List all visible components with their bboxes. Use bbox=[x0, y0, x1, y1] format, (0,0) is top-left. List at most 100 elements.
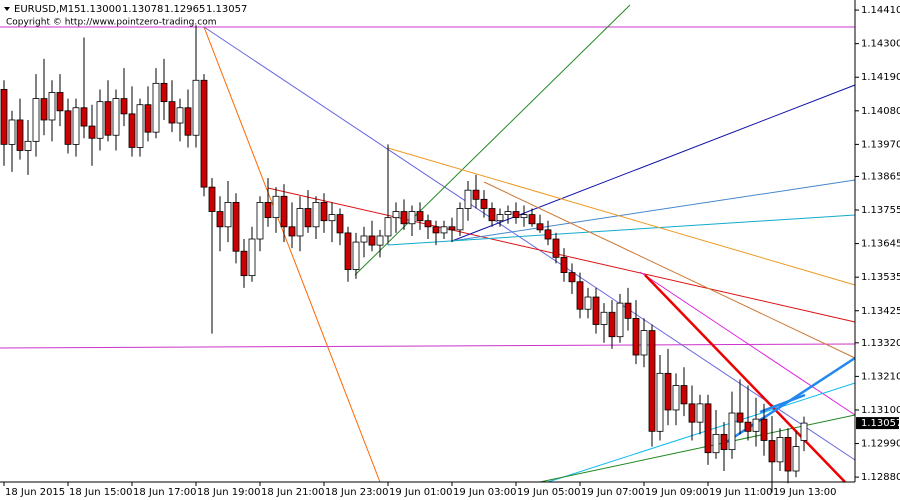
candle-body bbox=[232, 201, 240, 252]
candle-body bbox=[624, 302, 632, 319]
candle-body bbox=[752, 418, 760, 432]
menu-triangle[interactable] bbox=[4, 7, 10, 11]
y-tick-label: 1.13535 bbox=[861, 272, 900, 283]
y-tick-label: 1.13865 bbox=[861, 171, 900, 182]
y-tick-label: 1.12990 bbox=[861, 439, 900, 450]
candle-body bbox=[448, 226, 456, 231]
candle-body bbox=[368, 235, 376, 246]
copyright: Copyright © http://www.pointzero-trading… bbox=[6, 18, 216, 28]
candles bbox=[0, 25, 808, 493]
candle-body bbox=[552, 238, 560, 258]
trend-line bbox=[483, 181, 856, 359]
candle-body bbox=[520, 214, 528, 219]
candle-body bbox=[640, 330, 648, 356]
candle-body bbox=[648, 330, 656, 432]
candle-body bbox=[592, 296, 600, 325]
x-tick-label: 18 Jun 15:00 bbox=[69, 487, 133, 498]
trend-line bbox=[267, 187, 856, 323]
candle-body bbox=[280, 195, 288, 228]
candle-body bbox=[376, 235, 384, 246]
candle-body bbox=[128, 113, 136, 148]
candle-body bbox=[72, 107, 80, 145]
candle-body bbox=[48, 92, 56, 121]
candle-body bbox=[496, 214, 504, 222]
trend-line bbox=[451, 179, 856, 242]
y-tick-label: 1.12880 bbox=[861, 472, 900, 483]
x-tick-label: 19 Jun 05:00 bbox=[517, 487, 581, 498]
candle-body bbox=[264, 201, 272, 219]
candle-body bbox=[152, 82, 160, 133]
trend-line bbox=[203, 26, 856, 461]
trend-line bbox=[759, 393, 806, 414]
trend-line bbox=[644, 274, 846, 483]
x-tick-label: 19 Jun 13:00 bbox=[773, 487, 837, 498]
candle-body bbox=[560, 256, 568, 273]
candle-body bbox=[656, 372, 664, 432]
candle-body bbox=[464, 189, 472, 209]
candle-body bbox=[160, 82, 168, 103]
candle-body bbox=[40, 98, 48, 121]
candle-body bbox=[224, 201, 232, 228]
candle-body bbox=[632, 317, 640, 356]
candle-body bbox=[360, 235, 368, 243]
candle-body bbox=[272, 195, 280, 219]
candle-body bbox=[544, 229, 552, 240]
candle-body bbox=[208, 186, 216, 212]
candle-body bbox=[312, 201, 320, 228]
candle-body bbox=[480, 198, 488, 209]
x-tick-label: 18 Jun 2015 bbox=[5, 487, 65, 498]
candle-body bbox=[688, 403, 696, 423]
y-tick-label: 1.13970 bbox=[861, 139, 900, 150]
x-tick-label: 19 Jun 01:00 bbox=[389, 487, 453, 498]
candle-body bbox=[8, 119, 16, 145]
candle-body bbox=[168, 101, 176, 124]
candle-body bbox=[320, 201, 328, 222]
trend-line bbox=[547, 382, 856, 483]
candle-body bbox=[768, 440, 776, 463]
candle-body bbox=[704, 403, 712, 454]
candle-body bbox=[64, 110, 72, 145]
candle-body bbox=[800, 422, 808, 441]
candle-body bbox=[16, 119, 24, 151]
candle-body bbox=[304, 208, 312, 228]
current-price-box bbox=[856, 417, 899, 430]
candle-body bbox=[760, 418, 768, 441]
candle-body bbox=[440, 226, 448, 234]
candle-body bbox=[504, 211, 512, 215]
candle-body bbox=[608, 311, 616, 338]
candle-body bbox=[528, 214, 536, 225]
y-tick-label: 1.14080 bbox=[861, 106, 900, 117]
candle-body bbox=[352, 241, 360, 270]
candle-body bbox=[616, 302, 624, 338]
x-tick-label: 18 Jun 21:00 bbox=[261, 487, 325, 498]
candle-body bbox=[192, 79, 200, 136]
candle-body bbox=[600, 311, 608, 325]
candle-body bbox=[136, 104, 144, 148]
candle-body bbox=[176, 107, 184, 124]
x-tick-label: 18 Jun 19:00 bbox=[197, 487, 261, 498]
candle-body bbox=[456, 208, 464, 231]
candle-body bbox=[512, 211, 520, 219]
candle-body bbox=[472, 189, 480, 200]
y-tick-label: 1.14300 bbox=[861, 39, 900, 50]
candle-body bbox=[96, 101, 104, 139]
candle-body bbox=[256, 201, 264, 240]
current-price-label: 1.13057 bbox=[861, 418, 900, 429]
candle-body bbox=[0, 89, 8, 145]
candle-body bbox=[416, 211, 424, 222]
candle-body bbox=[344, 232, 352, 270]
candle-body bbox=[728, 412, 736, 451]
candle-body bbox=[576, 281, 584, 310]
candle-body bbox=[384, 217, 392, 237]
x-tick-label: 19 Jun 11:00 bbox=[709, 487, 773, 498]
x-tick-label: 18 Jun 17:00 bbox=[133, 487, 197, 498]
candle-body bbox=[784, 437, 792, 472]
candle-body bbox=[664, 372, 672, 411]
candle-body bbox=[696, 403, 704, 423]
candle-body bbox=[216, 211, 224, 228]
trend-line bbox=[639, 271, 856, 416]
candle-body bbox=[720, 433, 728, 451]
header-value: 1.13057 bbox=[206, 4, 247, 15]
x-tick-label: 18 Jun 23:00 bbox=[325, 487, 389, 498]
